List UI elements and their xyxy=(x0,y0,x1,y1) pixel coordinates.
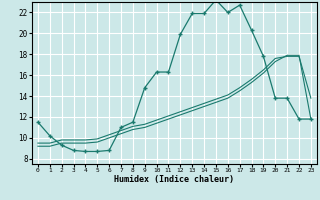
X-axis label: Humidex (Indice chaleur): Humidex (Indice chaleur) xyxy=(115,175,234,184)
